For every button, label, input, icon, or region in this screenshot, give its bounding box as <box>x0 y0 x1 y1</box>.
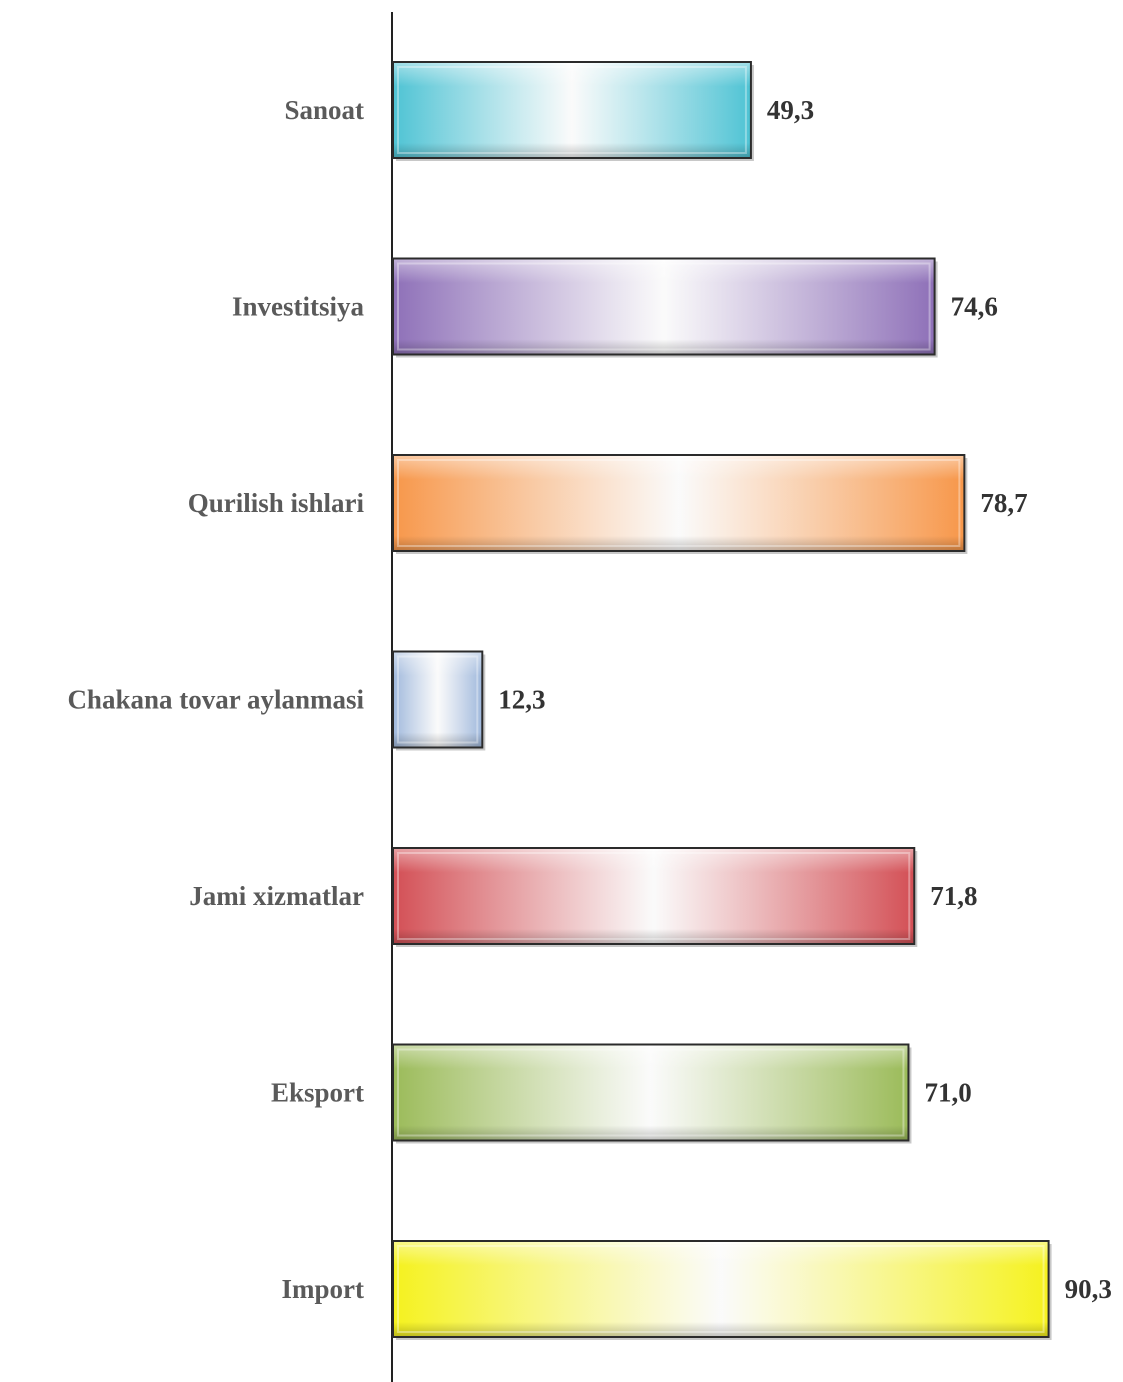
bar-chakana-tovar-aylanmasi <box>392 650 486 751</box>
category-label: Import <box>282 1274 365 1304</box>
category-label: Chakana tovar aylanmasi <box>67 685 364 715</box>
value-label: 71,8 <box>930 881 977 911</box>
category-label: Sanoat <box>284 95 364 125</box>
value-label: 74,6 <box>951 292 998 322</box>
category-label: Investitsiya <box>232 292 365 322</box>
category-label: Jami xizmatlar <box>189 881 364 911</box>
category-label: Qurilish ishlari <box>188 488 365 518</box>
bar-sanoat <box>392 61 754 161</box>
value-label: 78,7 <box>980 488 1027 518</box>
category-label: Eksport <box>271 1078 364 1108</box>
bar-qurilish-ishlari <box>392 454 968 554</box>
bars-layer <box>392 61 1052 1340</box>
bar-jami-xizmatlar <box>392 847 918 947</box>
bar-import <box>392 1240 1052 1340</box>
value-label: 71,0 <box>924 1078 971 1108</box>
bar-investitsiya <box>392 257 938 358</box>
value-label: 49,3 <box>767 95 814 125</box>
value-label: 90,3 <box>1065 1274 1112 1304</box>
labels-layer: Sanoat 49,3 Investitsiya 74,6 Qurilish ishla… <box>67 95 1111 1304</box>
bar-eksport <box>392 1043 912 1144</box>
value-label: 12,3 <box>498 685 545 715</box>
